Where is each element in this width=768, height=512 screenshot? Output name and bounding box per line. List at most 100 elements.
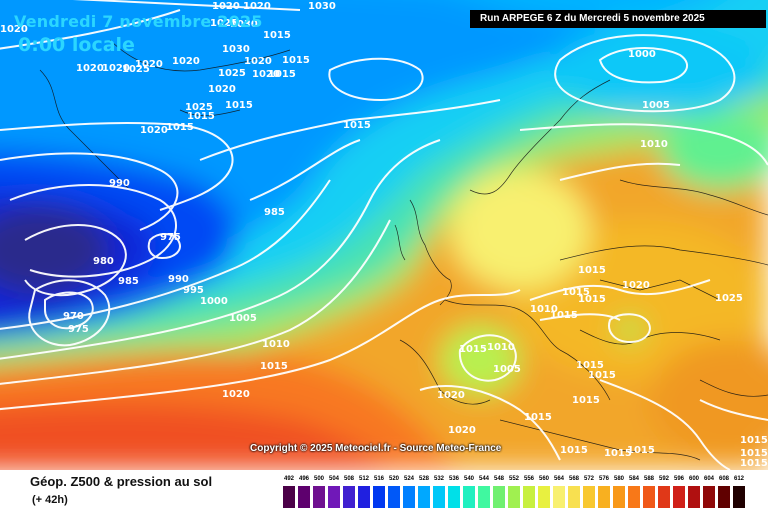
isobar-label: 1020 <box>135 59 163 70</box>
scale-swatch <box>688 486 700 508</box>
isobar-label: 1020 <box>172 56 200 67</box>
isobar-label: 1020 <box>140 125 168 136</box>
isobars <box>0 0 768 470</box>
isobar-label: 1015 <box>578 294 606 305</box>
scale-label: 540 <box>463 476 474 482</box>
scale-label: 576 <box>598 476 609 482</box>
scale-label: 528 <box>418 476 429 482</box>
forecast-local-time: 0:00 locale <box>18 34 135 56</box>
isobar-label: 1015 <box>740 435 768 446</box>
isobar-label: 1020 <box>102 63 130 74</box>
isobar-label: 1020 <box>244 56 272 67</box>
isobar-label: 1025 <box>210 18 238 29</box>
scale-swatch <box>358 486 370 508</box>
scale-swatch <box>478 486 490 508</box>
map-canvas: 1020 1030 1020 1025 1020 1030 1030 1015 … <box>0 0 768 470</box>
scale-swatch <box>328 486 340 508</box>
isobar-label: 1005 <box>642 100 670 111</box>
forecast-date: Vendredi 7 novembre 2025 <box>14 12 263 31</box>
scale-swatch <box>433 486 445 508</box>
isobar-label: 1015 <box>578 265 606 276</box>
scale-label: 508 <box>343 476 354 482</box>
scale-swatch <box>373 486 385 508</box>
scale-swatch <box>403 486 415 508</box>
isobar-label: 990 <box>109 178 130 189</box>
scale-swatch <box>463 486 475 508</box>
weather-map: 1020 1030 1020 1025 1020 1030 1030 1015 … <box>0 0 768 470</box>
isobar-label: 980 <box>93 256 114 267</box>
scale-label: 532 <box>433 476 444 482</box>
geopotential-field <box>0 0 768 470</box>
scale-label: 512 <box>358 476 369 482</box>
isobar-label: 1020 <box>208 84 236 95</box>
isobar-label: 1015 <box>268 69 296 80</box>
isobar-label: 1010 <box>487 342 515 353</box>
scale-label: 556 <box>523 476 534 482</box>
scale-label: 596 <box>673 476 684 482</box>
scale-label: 500 <box>313 476 324 482</box>
scale-swatch <box>538 486 550 508</box>
scale-label: 492 <box>283 476 294 482</box>
isobar-label: 1025 <box>715 293 743 304</box>
scale-swatch <box>418 486 430 508</box>
scale-label: 504 <box>328 476 339 482</box>
scale-swatch <box>673 486 685 508</box>
isobar-label: 1030 <box>308 1 336 12</box>
scale-label: 544 <box>478 476 489 482</box>
isobar-label: 975 <box>160 232 181 243</box>
isobar-label: 995 <box>183 285 204 296</box>
scale-swatch <box>283 486 295 508</box>
isobar-label: 1020 <box>622 280 650 291</box>
scale-swatch <box>508 486 520 508</box>
forecast-step: (+ 42h) <box>32 494 68 506</box>
scale-swatch <box>718 486 730 508</box>
isobar-label: 1015 <box>524 412 552 423</box>
scale-label: 548 <box>493 476 504 482</box>
scale-label: 496 <box>298 476 309 482</box>
isobar-label: 1020 <box>448 425 476 436</box>
isobar-label: 1020 <box>252 69 280 80</box>
isobar-label: 1020 <box>222 389 250 400</box>
scale-swatch <box>703 486 715 508</box>
isobar-label: 1015 <box>459 344 487 355</box>
isobar-label: 1030 <box>222 44 250 55</box>
isobar-label: 985 <box>264 207 285 218</box>
scale-swatch <box>733 486 745 508</box>
scale-swatch <box>298 486 310 508</box>
scale-swatch <box>598 486 610 508</box>
isobar-label: 1015 <box>588 370 616 381</box>
isobar-label: 1030 <box>230 19 258 30</box>
run-info-banner: Run ARPEGE 6 Z du Mercredi 5 novembre 20… <box>470 10 766 28</box>
isobar-label: 1015 <box>343 120 371 131</box>
isobar-label: 1015 <box>166 122 194 133</box>
isobar-label: 1015 <box>562 287 590 298</box>
scale-label: 592 <box>658 476 669 482</box>
isobar-label: 975 <box>68 324 89 335</box>
isobar-label: 1015 <box>260 361 288 372</box>
scale-label: 524 <box>403 476 414 482</box>
isobar-label: 1020 <box>76 63 104 74</box>
isobar-label: 990 <box>168 274 189 285</box>
isobar-labels: 1020 1030 1020 1025 1020 1030 1030 1015 … <box>0 1 768 469</box>
scale-swatch <box>493 486 505 508</box>
scale-swatch <box>523 486 535 508</box>
isobar-label: 1015 <box>740 448 768 459</box>
map-title: Géop. Z500 & pression au sol <box>30 474 213 489</box>
scale-label: 568 <box>568 476 579 482</box>
isobar-label: 1015 <box>576 360 604 371</box>
isobar-label: 1015 <box>187 111 215 122</box>
isobar-label: 1015 <box>550 310 578 321</box>
isobar-label: 1020 <box>212 1 240 12</box>
scale-swatch <box>553 486 565 508</box>
isobar-label: 1000 <box>628 49 656 60</box>
scale-label: 604 <box>703 476 714 482</box>
scale-swatch <box>643 486 655 508</box>
isobar-label: 1015 <box>604 448 632 459</box>
isobar-label: 1010 <box>530 304 558 315</box>
scale-swatch <box>583 486 595 508</box>
scale-label: 608 <box>718 476 729 482</box>
isobar-label: 1015 <box>560 445 588 456</box>
isobar-label: 1015 <box>740 458 768 469</box>
isobar-label: 1025 <box>218 68 246 79</box>
scale-label: 552 <box>508 476 519 482</box>
